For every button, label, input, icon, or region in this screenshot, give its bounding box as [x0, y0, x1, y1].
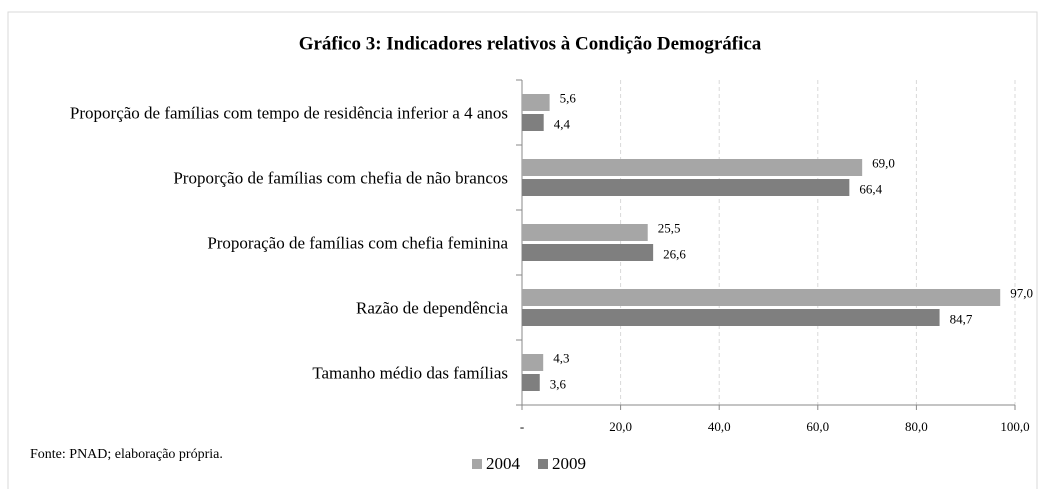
category-label: Tamanho médio das famílias — [312, 363, 508, 382]
category-label: Proporção de famílias com chefia de não … — [173, 168, 508, 187]
bar — [522, 289, 1001, 306]
x-tick-label: 20,0 — [609, 419, 632, 434]
x-tick-label: 60,0 — [806, 419, 829, 434]
bar — [522, 114, 544, 131]
bar — [522, 374, 540, 391]
legend-label: 2009 — [552, 454, 586, 473]
legend-swatch — [472, 459, 482, 469]
value-label: 84,7 — [950, 311, 973, 326]
chart-frame — [7, 11, 1038, 489]
bar — [522, 159, 863, 176]
value-label: 4,3 — [553, 350, 569, 365]
value-label: 5,6 — [560, 90, 577, 105]
bar — [522, 309, 940, 326]
bar — [522, 94, 550, 111]
x-tick-label: 100,0 — [1000, 419, 1029, 434]
x-tick-label: 40,0 — [708, 419, 731, 434]
bar — [522, 224, 648, 241]
legend-swatch — [538, 459, 548, 469]
value-label: 69,0 — [872, 155, 895, 170]
chart-title: Gráfico 3: Indicadores relativos à Condi… — [299, 33, 762, 54]
x-tick-label: 80,0 — [905, 419, 928, 434]
bar — [522, 179, 850, 196]
value-label: 66,4 — [859, 181, 882, 196]
value-label: 4,4 — [554, 116, 571, 131]
bar — [522, 354, 544, 371]
source-note: Fonte: PNAD; elaboração própria. — [30, 447, 223, 462]
bar — [522, 244, 654, 261]
value-label: 97,0 — [1010, 285, 1033, 300]
x-tick-label: - — [520, 419, 524, 434]
value-label: 25,5 — [658, 220, 681, 235]
value-label: 3,6 — [550, 376, 567, 391]
category-label: Proporação de famílias com chefia femini… — [207, 233, 508, 252]
category-label: Proporção de famílias com tempo de resid… — [69, 103, 508, 122]
value-label: 26,6 — [663, 246, 686, 261]
category-label: Razão de dependência — [356, 298, 508, 317]
legend-label: 2004 — [486, 454, 521, 473]
